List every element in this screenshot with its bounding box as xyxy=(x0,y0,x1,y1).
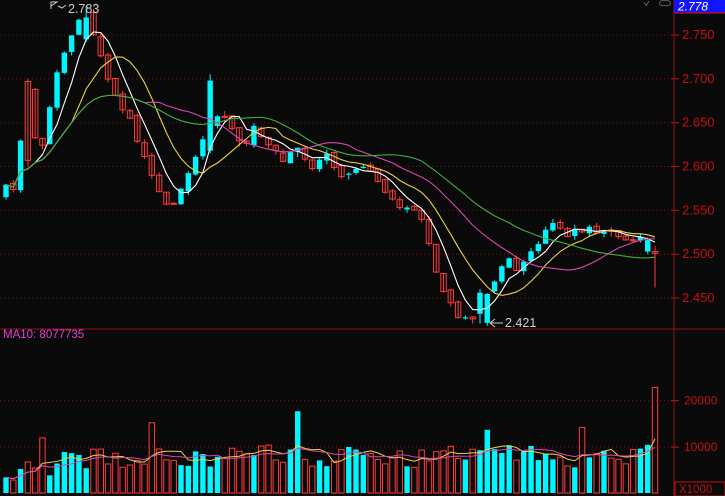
svg-text:2.783: 2.783 xyxy=(68,2,99,16)
svg-text:2.500: 2.500 xyxy=(682,246,715,261)
svg-text:2.550: 2.550 xyxy=(682,202,715,217)
svg-text:2.750: 2.750 xyxy=(682,27,715,42)
svg-text:X1000: X1000 xyxy=(679,484,712,496)
svg-text:2.650: 2.650 xyxy=(682,115,715,130)
svg-text:2.450: 2.450 xyxy=(682,290,715,305)
svg-text:2.600: 2.600 xyxy=(682,159,715,174)
svg-text:2.778: 2.778 xyxy=(677,0,708,14)
svg-text:2.421: 2.421 xyxy=(505,316,536,330)
svg-text:2.700: 2.700 xyxy=(682,71,715,86)
svg-text:20000: 20000 xyxy=(684,394,718,408)
svg-text:MA10: 8077735: MA10: 8077735 xyxy=(3,329,84,341)
svg-text:10000: 10000 xyxy=(684,440,718,454)
